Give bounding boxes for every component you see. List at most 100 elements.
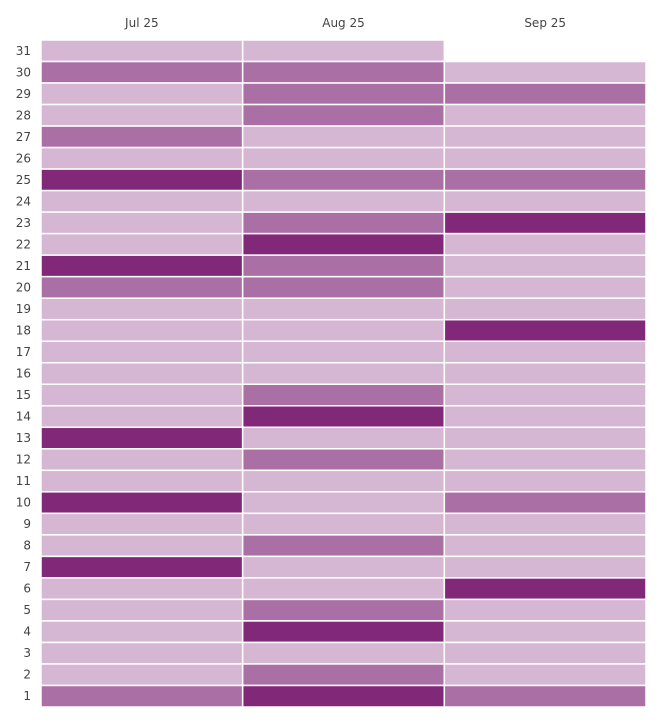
- row-label: 20: [16, 280, 31, 294]
- heatmap-cell: [241, 512, 446, 536]
- heatmap-cell: [443, 297, 647, 321]
- row-label: 31: [16, 44, 31, 58]
- heatmap-cell: [241, 448, 446, 472]
- row-label: 3: [23, 646, 31, 660]
- row-label: 2: [23, 668, 31, 682]
- heatmap-cell: [443, 254, 647, 278]
- heatmap-cell: [40, 663, 244, 687]
- heatmap-cell: [40, 405, 244, 429]
- heatmap-cell: [443, 232, 647, 256]
- heatmap-cell: [40, 168, 244, 192]
- heatmap-cell: [40, 555, 244, 579]
- heatmap-cell: [40, 297, 244, 321]
- heatmap-cell: [241, 641, 446, 665]
- heatmap-cell: [241, 103, 446, 127]
- heatmap-cell: [443, 555, 647, 579]
- row-label: 11: [16, 474, 31, 488]
- row-label: 21: [16, 259, 31, 273]
- column-label: Sep 25: [524, 16, 566, 30]
- heatmap-cell: [40, 534, 244, 558]
- heatmap-cell: [40, 232, 244, 256]
- row-label: 23: [16, 216, 31, 230]
- column-label: Jul 25: [124, 16, 159, 30]
- heatmap-cell: [443, 168, 647, 192]
- heatmap-cell: [241, 275, 446, 299]
- row-label: 9: [23, 517, 31, 531]
- heatmap-cell: [443, 318, 647, 342]
- heatmap-cell: [241, 254, 446, 278]
- heatmap-cell: [241, 534, 446, 558]
- row-label: 10: [16, 496, 31, 510]
- heatmap-cell: [443, 82, 647, 106]
- heatmap-cell: [241, 297, 446, 321]
- heatmap-cell: [241, 620, 446, 644]
- heatmap-cell: [241, 125, 446, 149]
- row-label: 22: [16, 237, 31, 251]
- heatmap-cell: [443, 491, 647, 515]
- heatmap-cell: [40, 82, 244, 106]
- heatmap-cell: [241, 146, 446, 170]
- heatmap-cell: [40, 598, 244, 622]
- row-label: 5: [23, 603, 31, 617]
- heatmap-cell: [40, 318, 244, 342]
- column-label: Aug 25: [322, 16, 365, 30]
- heatmap-cell: [241, 168, 446, 192]
- row-label: 14: [16, 410, 31, 424]
- heatmap-cell: [40, 620, 244, 644]
- heatmap-cell: [40, 577, 244, 601]
- row-label: 16: [16, 367, 31, 381]
- row-label: 8: [23, 539, 31, 553]
- heatmap-cell: [241, 577, 446, 601]
- heatmap-cell: [40, 189, 244, 213]
- row-label: 4: [23, 625, 31, 639]
- row-label: 28: [16, 108, 31, 122]
- row-label: 30: [16, 65, 31, 79]
- row-label: 26: [16, 151, 31, 165]
- heatmap-cell: [443, 383, 647, 407]
- heatmap-cell: [443, 60, 647, 84]
- heatmap-cell: [40, 211, 244, 235]
- heatmap-cell: [443, 641, 647, 665]
- heatmap-cell: [241, 318, 446, 342]
- heatmap-cell: [241, 491, 446, 515]
- heatmap-cell: [40, 383, 244, 407]
- heatmap-cell: [40, 125, 244, 149]
- heatmap-cell: [40, 146, 244, 170]
- heatmap-cell: [443, 426, 647, 450]
- heatmap-cell: [241, 663, 446, 687]
- heatmap-cell: [241, 426, 446, 450]
- heatmap-cell: [40, 426, 244, 450]
- heatmap-cell: [241, 82, 446, 106]
- heatmap-cell: [40, 254, 244, 278]
- heatmap-cell: [443, 577, 647, 601]
- heatmap-cell: [443, 620, 647, 644]
- heatmap-cell: [443, 340, 647, 364]
- row-label: 13: [16, 431, 31, 445]
- heatmap-cell: [443, 189, 647, 213]
- heatmap-cell: [241, 39, 446, 63]
- heatmap-cell: [443, 663, 647, 687]
- heatmap-cell: [241, 211, 446, 235]
- heatmap-cell: [443, 125, 647, 149]
- heatmap-cell: [40, 469, 244, 493]
- row-label: 7: [23, 560, 31, 574]
- heatmap-cell: [241, 684, 446, 708]
- heatmap-cell: [241, 383, 446, 407]
- heatmap-cell: [443, 448, 647, 472]
- heatmap-cell: [241, 361, 446, 386]
- row-label: 24: [16, 194, 31, 208]
- heatmap-cell: [241, 232, 446, 256]
- heatmap-cell: [241, 60, 446, 84]
- row-label: 15: [16, 388, 31, 402]
- row-label: 27: [16, 130, 31, 144]
- heatmap-cell: [241, 469, 446, 493]
- heatmap-cell: [40, 641, 244, 665]
- heatmap-cell: [40, 103, 244, 127]
- heatmap-cell: [241, 340, 446, 364]
- heatmap-cell: [443, 534, 647, 558]
- heatmap-cell: [443, 103, 647, 127]
- heatmap-cell: [443, 512, 647, 536]
- heatmap-cell: [40, 39, 244, 63]
- heatmap-cell: [443, 598, 647, 622]
- row-label: 1: [23, 689, 31, 703]
